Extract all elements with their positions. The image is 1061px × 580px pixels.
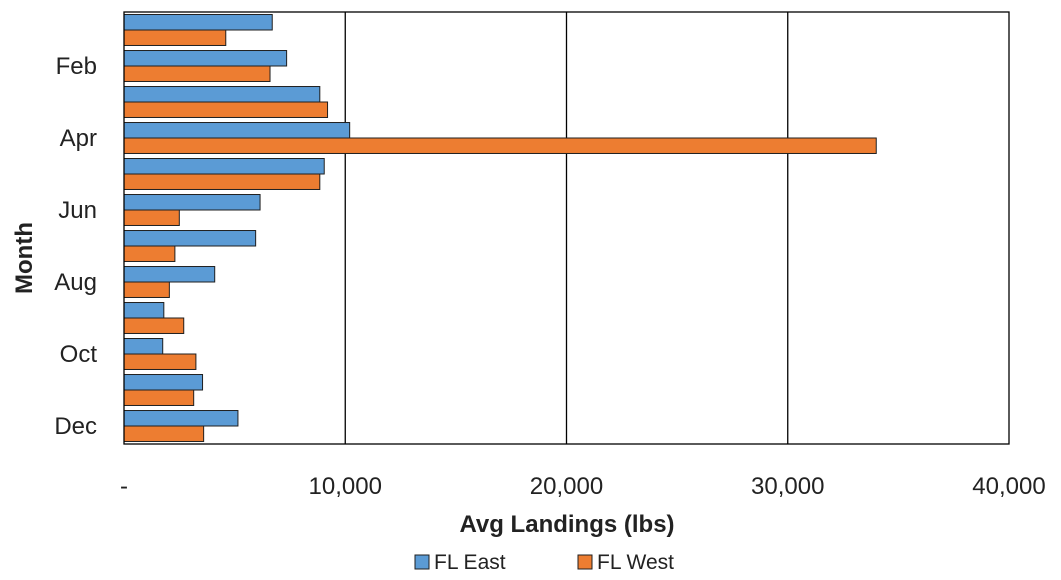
y-tick-label-apr: Apr — [60, 125, 97, 152]
x-tick-label-4: 40,000 — [972, 473, 1045, 500]
bar-jul-fl-west[interactable] — [123, 245, 176, 262]
gridlines — [344, 12, 789, 444]
y-tick-labels: Feb Apr Jun Aug Oct Dec — [54, 53, 97, 440]
bar-mar-fl-east[interactable] — [123, 86, 321, 103]
y-tick-label-jun: Jun — [58, 197, 97, 224]
legend: FL East FL West — [414, 551, 674, 574]
legend-swatch-fl-west — [577, 554, 593, 570]
bar-apr-fl-east[interactable] — [123, 122, 351, 139]
legend-label-fl-east: FL East — [434, 551, 506, 574]
bar-nov-fl-east[interactable] — [123, 374, 204, 391]
x-tick-label-1: 10,000 — [309, 473, 382, 500]
bar-dec-fl-west[interactable] — [123, 425, 205, 442]
y-tick-label-feb: Feb — [56, 53, 97, 80]
bar-jun-fl-west[interactable] — [123, 209, 180, 226]
bar-feb-fl-east[interactable] — [123, 50, 288, 67]
plot-frame — [123, 11, 1010, 445]
bar-jun-fl-east[interactable] — [123, 194, 261, 211]
bar-may-fl-west[interactable] — [123, 173, 321, 190]
bar-feb-fl-west[interactable] — [123, 65, 271, 82]
bar-oct-fl-west[interactable] — [123, 353, 197, 370]
legend-item-fl-west[interactable]: FL West — [577, 551, 674, 574]
x-tick-label-3: 30,000 — [751, 473, 824, 500]
legend-label-fl-west: FL West — [597, 551, 674, 574]
bar-nov-fl-west[interactable] — [123, 389, 195, 406]
y-tick-label-aug: Aug — [54, 269, 97, 296]
x-tick-label-2: 20,000 — [530, 473, 603, 500]
bar-dec-fl-east[interactable] — [123, 410, 239, 427]
bar-mar-fl-west[interactable] — [123, 101, 329, 118]
y-axis-title: Month — [11, 222, 38, 294]
y-tick-label-oct: Oct — [60, 341, 98, 368]
bar-may-fl-east[interactable] — [123, 158, 325, 175]
x-axis-title: Avg Landings (lbs) — [459, 511, 674, 538]
x-tick-labels: - 10,000 20,000 30,000 40,000 — [120, 473, 1046, 500]
legend-swatch-fl-east — [414, 554, 430, 570]
bar-jan-fl-east[interactable] — [123, 14, 273, 31]
bar-jul-fl-east[interactable] — [123, 230, 257, 247]
bar-sep-fl-west[interactable] — [123, 317, 185, 334]
y-tick-label-dec: Dec — [54, 413, 97, 440]
bar-jan-fl-west[interactable] — [123, 29, 227, 46]
x-tick-label-0: - — [120, 473, 128, 500]
bar-aug-fl-east[interactable] — [123, 266, 216, 283]
bar-sep-fl-east[interactable] — [123, 302, 165, 319]
bars — [123, 14, 877, 442]
legend-item-fl-east[interactable]: FL East — [414, 551, 506, 574]
plot-border — [123, 11, 1010, 445]
bar-apr-fl-west[interactable] — [123, 137, 877, 154]
bar-aug-fl-west[interactable] — [123, 281, 170, 298]
bar-oct-fl-east[interactable] — [123, 338, 164, 355]
